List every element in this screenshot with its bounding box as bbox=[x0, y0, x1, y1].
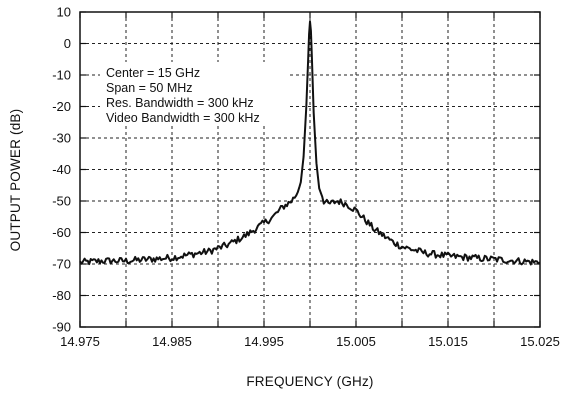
trace-layer bbox=[79, 20, 541, 266]
y-tick-label: -90 bbox=[52, 320, 71, 335]
y-tick-label: -50 bbox=[52, 194, 71, 209]
power-spectrum-trace bbox=[79, 20, 541, 266]
x-tick-labels: 14.975 14.985 14.995 15.005 15.015 15.025 bbox=[60, 334, 560, 349]
y-tick-label: -80 bbox=[52, 288, 71, 303]
annotation-center: Center = 15 GHz bbox=[106, 66, 200, 80]
tick-marks bbox=[79, 11, 541, 328]
x-tick-label: 14.995 bbox=[244, 334, 284, 349]
y-tick-label: -20 bbox=[52, 99, 71, 114]
x-tick-label: 15.005 bbox=[336, 334, 376, 349]
annotation-video-bandwidth: Video Bandwidth = 300 kHz bbox=[106, 111, 260, 125]
annotation-res-bandwidth: Res. Bandwidth = 300 kHz bbox=[106, 96, 254, 110]
x-tick-label: 14.985 bbox=[152, 334, 192, 349]
y-tick-label: 10 bbox=[57, 5, 71, 20]
annotation-background bbox=[100, 62, 288, 126]
y-tick-label: -10 bbox=[52, 68, 71, 83]
y-tick-label: 0 bbox=[64, 36, 71, 51]
x-tick-label: 15.025 bbox=[520, 334, 560, 349]
y-tick-label: -70 bbox=[52, 257, 71, 272]
measurement-settings-annotation: Center = 15 GHz Span = 50 MHz Res. Bandw… bbox=[100, 62, 288, 126]
x-tick-label: 14.975 bbox=[60, 334, 100, 349]
y-tick-label: -30 bbox=[52, 131, 71, 146]
y-tick-labels: 10 0 -10 -20 -30 -40 -50 -60 -70 -80 -90 bbox=[52, 5, 71, 335]
grid-lines bbox=[80, 12, 540, 327]
y-axis-title: OUTPUT POWER (dB) bbox=[8, 109, 23, 252]
annotation-span: Span = 50 MHz bbox=[106, 81, 193, 95]
y-tick-label: -60 bbox=[52, 225, 71, 240]
x-tick-label: 15.015 bbox=[428, 334, 468, 349]
y-tick-label: -40 bbox=[52, 162, 71, 177]
x-axis-title: FREQUENCY (GHz) bbox=[246, 374, 373, 389]
